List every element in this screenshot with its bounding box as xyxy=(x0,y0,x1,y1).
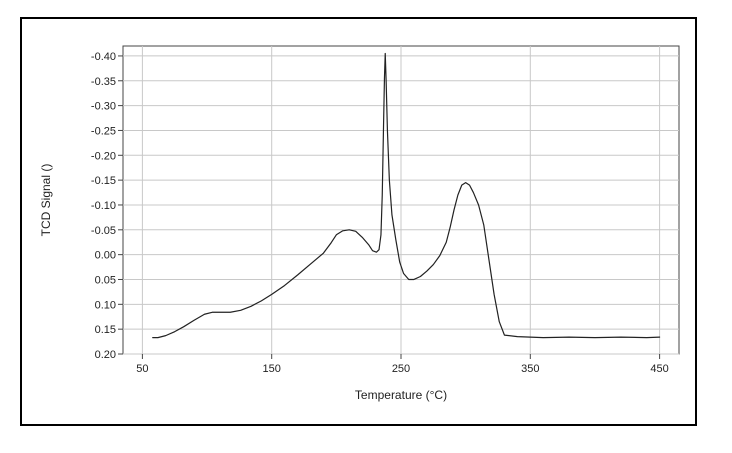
y-tick-label: 0.20 xyxy=(95,349,116,361)
y-tick-label: -0.30 xyxy=(91,101,116,113)
y-tick-label: -0.10 xyxy=(91,200,116,212)
y-tick-label: -0.20 xyxy=(91,150,116,162)
y-tick-label: -0.40 xyxy=(91,51,116,63)
y-tick-label: 0.15 xyxy=(95,324,116,336)
y-axis-label: TCD Signal () xyxy=(39,164,53,237)
x-tick-label: 450 xyxy=(650,363,668,375)
y-tick-label: 0.10 xyxy=(95,299,116,311)
x-axis-label: Temperature (°C) xyxy=(355,388,447,402)
x-tick-label: 250 xyxy=(392,363,410,375)
x-tick-label: 350 xyxy=(521,363,539,375)
tick-layer: 50 150 250 350 450 -0.40 -0.35 -0.30 -0.25 -0.20 -… xyxy=(91,51,669,375)
series-line-1 xyxy=(152,52,661,339)
y-tick-label: 0.00 xyxy=(95,250,116,262)
y-tick-label: -0.05 xyxy=(91,225,116,237)
y-tick-label: -0.15 xyxy=(91,175,116,187)
y-tick-label: 0.05 xyxy=(95,274,116,286)
x-tick-label: 150 xyxy=(263,363,281,375)
series-layer xyxy=(152,52,661,339)
chart-svg: 50 150 250 350 450 -0.40 -0.35 -0.30 -0.25 -0.20 -… xyxy=(39,45,680,402)
x-tick-label: 50 xyxy=(136,363,148,375)
y-tick-label: -0.35 xyxy=(91,76,116,88)
y-tick-label: -0.25 xyxy=(91,125,116,137)
chart-frame: 50 150 250 350 450 -0.40 -0.35 -0.30 -0.25 -0.20 -… xyxy=(20,17,697,426)
